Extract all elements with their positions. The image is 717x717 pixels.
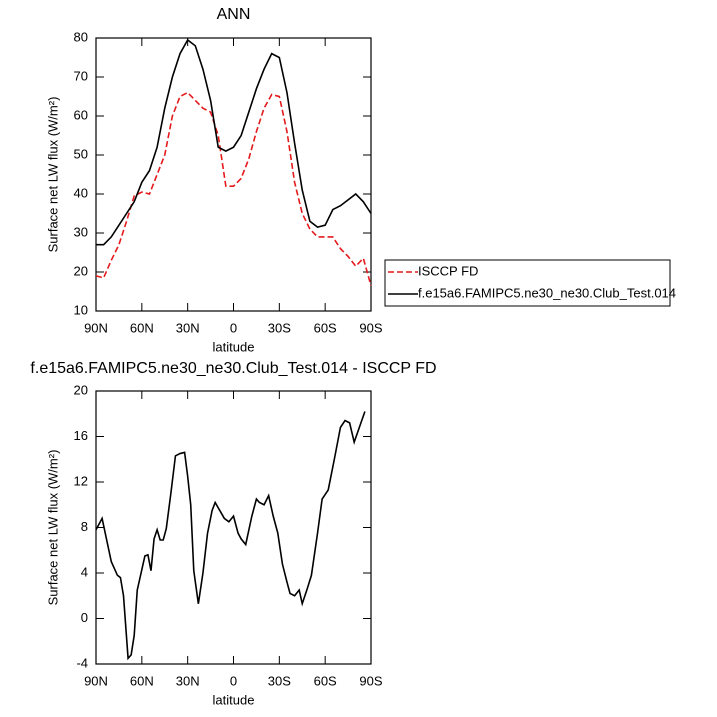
y-tick-label: 20: [74, 382, 88, 397]
y-tick-label: 50: [74, 146, 88, 161]
plot-frame: [95, 37, 372, 312]
x-tick-label: 30N: [176, 320, 200, 335]
x-tick-label: 90N: [84, 673, 108, 688]
y-tick-label: 30: [74, 224, 88, 239]
y-tick-label: 0: [81, 610, 88, 625]
y-tick-label: 70: [74, 68, 88, 83]
legend-frame: [384, 259, 671, 307]
y-tick-label: 80: [74, 29, 88, 44]
y-tick-label: 20: [74, 263, 88, 278]
legend-label: f.e15a6.FAMIPC5.ne30_ne30.Club_Test.014: [418, 285, 676, 300]
y-tick-label: 4: [81, 564, 88, 579]
data-line: [96, 38, 372, 246]
y-tick-label: 40: [74, 185, 88, 200]
x-axis-label: latitude: [213, 339, 255, 354]
y-tick-label: -4: [76, 655, 88, 670]
data-line: [95, 411, 366, 661]
x-tick-label: 60S: [314, 673, 337, 688]
x-tick-label: 60N: [130, 320, 154, 335]
x-tick-label: 90S: [359, 673, 382, 688]
data-line: [95, 91, 372, 286]
chart-title: f.e15a6.FAMIPC5.ne30_ne30.Club_Test.014 …: [30, 360, 436, 377]
y-axis-label: Surface net LW flux (W/m²): [45, 97, 60, 253]
x-tick-label: 30S: [268, 320, 291, 335]
x-axis-label: latitude: [213, 692, 255, 707]
y-tick-label: 10: [74, 302, 88, 317]
x-tick-label: 90N: [84, 320, 108, 335]
y-tick-label: 12: [74, 473, 88, 488]
y-axis-label: Surface net LW flux (W/m²): [45, 450, 60, 606]
legend-label: ISCCP FD: [418, 263, 478, 278]
y-tick-label: 8: [81, 519, 88, 534]
x-tick-label: 30N: [176, 673, 200, 688]
x-tick-label: 60N: [130, 673, 154, 688]
x-tick-label: 60S: [314, 320, 337, 335]
x-tick-label: 0: [230, 673, 237, 688]
chart-title: ANN: [217, 6, 251, 23]
y-tick-label: 60: [74, 107, 88, 122]
x-tick-label: 30S: [268, 673, 291, 688]
x-tick-label: 0: [230, 320, 237, 335]
plot-frame: [95, 390, 372, 665]
x-tick-label: 90S: [359, 320, 382, 335]
y-tick-label: 16: [74, 428, 88, 443]
